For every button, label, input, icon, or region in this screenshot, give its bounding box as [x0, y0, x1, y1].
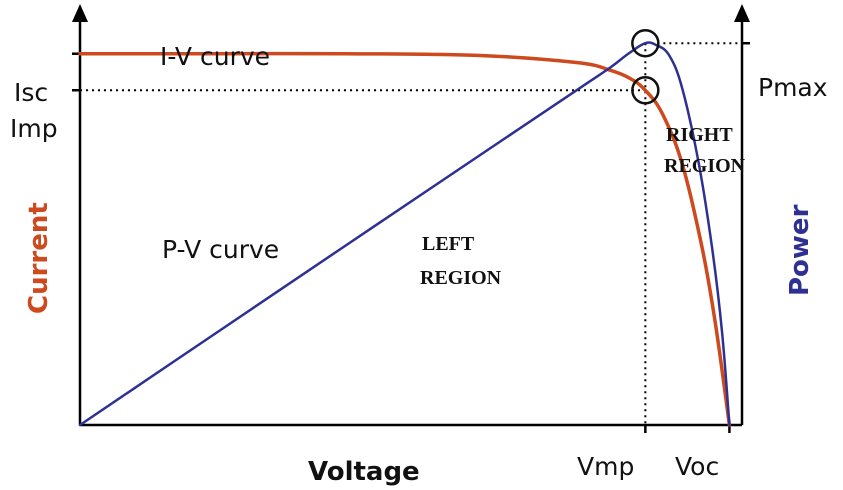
right-region-label-line2: REGION	[664, 155, 746, 177]
vmp-tick-label: Vmp	[577, 452, 634, 481]
iv-curve-label: I-V curve	[160, 42, 270, 71]
right-region-label-line1: RIGHT	[666, 124, 733, 146]
markers-group	[631, 28, 660, 105]
pmax-tick-label: Pmax	[758, 73, 828, 102]
voc-tick-label: Voc	[675, 452, 719, 481]
mpp-current-marker	[631, 76, 660, 105]
x-axis-title: Voltage	[308, 457, 420, 487]
power-axis-title: Power	[785, 204, 815, 296]
right-y-axis-arrow	[734, 4, 750, 22]
isc-tick-label: Isc	[14, 78, 48, 107]
curves-group	[78, 41, 732, 427]
guide-lines	[72, 41, 750, 433]
pv-curve-label: P-V curve	[162, 235, 279, 264]
imp-tick-label: Imp	[10, 114, 58, 143]
current-axis-title: Current	[24, 202, 54, 314]
left-y-axis-arrow	[72, 4, 88, 22]
left-region-label-line2: REGION	[420, 267, 502, 289]
left-region-label-line1: LEFT	[422, 233, 475, 255]
pv-curve-line	[78, 41, 731, 427]
mpp-power-marker	[631, 28, 660, 58]
iv-curve-line	[78, 51, 732, 427]
